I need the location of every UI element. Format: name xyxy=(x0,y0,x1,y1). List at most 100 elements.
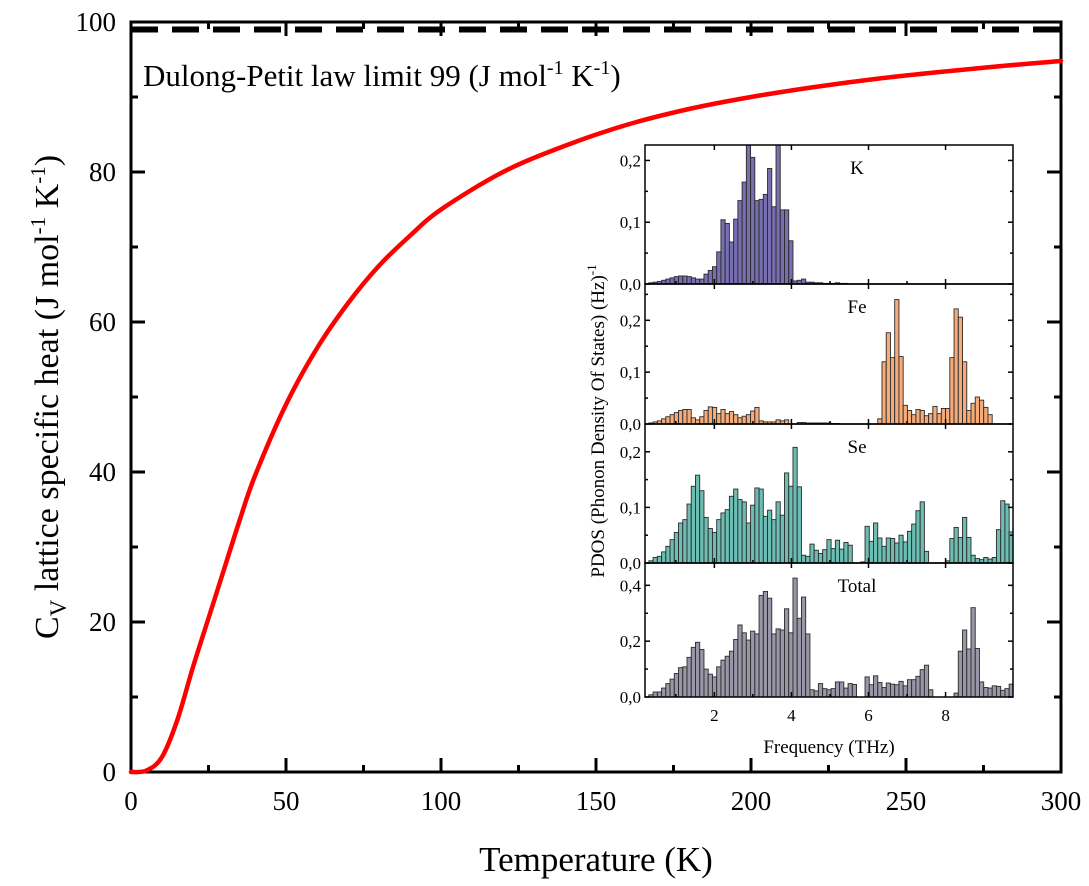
pdos-bar xyxy=(762,591,768,698)
pdos-bar xyxy=(775,628,781,698)
pdos-bar xyxy=(983,687,989,698)
pdos-bar xyxy=(991,556,997,564)
ylabel-sub: V xyxy=(46,599,71,616)
pdos-bar xyxy=(720,659,726,698)
pdos-bar xyxy=(767,597,773,698)
pdos-bar xyxy=(983,406,989,425)
pdos-bar xyxy=(817,553,824,564)
ylabel-rest2: K xyxy=(29,183,66,217)
pdos-bar xyxy=(728,411,735,425)
pdos-bar xyxy=(724,413,730,425)
pdos-bar xyxy=(928,689,934,698)
panel-label: Fe xyxy=(848,297,867,318)
ylabel-sup1: -1 xyxy=(26,217,50,235)
pdos-bar xyxy=(673,673,679,698)
pdos-bar xyxy=(741,632,747,698)
pdos-bar xyxy=(894,684,900,698)
pdos-bar xyxy=(707,673,713,698)
y-tick-label: 20 xyxy=(89,607,116,637)
pdos-bar xyxy=(877,682,883,698)
pdos-bar xyxy=(771,519,777,564)
pdos-bar xyxy=(962,629,968,698)
pdos-bar xyxy=(839,548,845,564)
pdos-bar xyxy=(957,650,963,698)
pdos-bar xyxy=(974,647,980,698)
pdos-bar xyxy=(911,523,917,564)
pdos-bar xyxy=(843,687,849,698)
pdos-bar xyxy=(885,332,891,425)
x-tick-label: 0 xyxy=(124,786,138,816)
pdos-bar xyxy=(902,541,908,564)
pdos-bar xyxy=(792,446,798,564)
pdos-bar xyxy=(805,555,811,564)
pdos-bar xyxy=(652,691,658,698)
pdos-bar xyxy=(881,361,887,425)
pdos-bar xyxy=(817,683,824,698)
pdos-bar xyxy=(656,691,663,698)
pdos-bar xyxy=(690,417,696,425)
pdos-bar xyxy=(733,488,739,564)
panel-label: Total xyxy=(838,576,877,597)
pdos-bar xyxy=(822,688,828,698)
pdos-bar xyxy=(682,666,688,698)
pdos-bar xyxy=(809,689,815,698)
pdos-bar xyxy=(890,357,896,425)
pdos-bar xyxy=(915,409,921,425)
pdos-bar xyxy=(669,678,675,698)
pdos-bar xyxy=(995,529,1002,564)
pdos-bar xyxy=(788,240,794,285)
pdos-bar xyxy=(911,679,917,698)
annotation-sup1: -1 xyxy=(547,57,564,79)
pdos-bar xyxy=(991,685,997,698)
ylabel-rest1: lattice specific heat (J mol xyxy=(29,234,66,599)
pdos-bar xyxy=(741,501,747,564)
pdos-bar xyxy=(928,413,934,425)
pdos-bar xyxy=(788,485,794,564)
pdos-bar xyxy=(775,501,781,564)
pdos-bar xyxy=(923,664,930,698)
pdos-bar xyxy=(758,488,764,564)
pdos-bar xyxy=(987,414,993,425)
pdos-bar xyxy=(915,675,921,698)
pdos-bar xyxy=(953,308,959,425)
x-tick-label: 100 xyxy=(421,786,462,816)
pdos-bar xyxy=(750,156,756,285)
panel-label: K xyxy=(850,158,864,179)
panel-y-tick-label: 0,1 xyxy=(620,213,641,232)
y-tick-label: 80 xyxy=(89,157,116,187)
pdos-bar xyxy=(851,683,858,698)
pdos-bar xyxy=(733,414,739,425)
pdos-bar xyxy=(707,406,713,425)
pdos-bar xyxy=(873,675,879,698)
panel-y-tick-label: 0,0 xyxy=(620,688,641,707)
pdos-bar xyxy=(737,624,743,698)
pdos-bar xyxy=(703,668,709,698)
pdos-bar xyxy=(733,639,739,698)
pdos-bar xyxy=(745,414,752,425)
pdos-bar xyxy=(779,514,785,564)
pdos-bar xyxy=(762,193,768,285)
pdos-bar xyxy=(800,554,807,564)
inset-x-axis: 2 4 6 8 xyxy=(710,706,950,725)
pdos-bar xyxy=(979,681,985,698)
pdos-bar xyxy=(788,632,794,698)
pdos-bar xyxy=(716,519,722,564)
inset-x-tick-label: 4 xyxy=(787,706,796,725)
pdos-bar xyxy=(1000,689,1006,698)
pdos-bar xyxy=(983,556,989,564)
pdos-bar xyxy=(970,402,976,425)
panel-y-tick-label: 0,2 xyxy=(620,151,641,170)
panel-y-tick-label: 0,4 xyxy=(620,576,642,595)
pdos-bar xyxy=(898,680,904,698)
pdos-bar xyxy=(923,415,930,425)
pdos-bar xyxy=(784,209,790,285)
y-tick-label: 40 xyxy=(89,457,116,487)
pdos-bar xyxy=(656,555,663,564)
pdos-bar xyxy=(758,198,764,285)
pdos-bar xyxy=(830,548,836,564)
pdos-bar xyxy=(970,607,976,698)
pdos-bar xyxy=(737,200,743,285)
pdos-bar xyxy=(834,681,841,698)
x-tick-label: 150 xyxy=(576,786,617,816)
